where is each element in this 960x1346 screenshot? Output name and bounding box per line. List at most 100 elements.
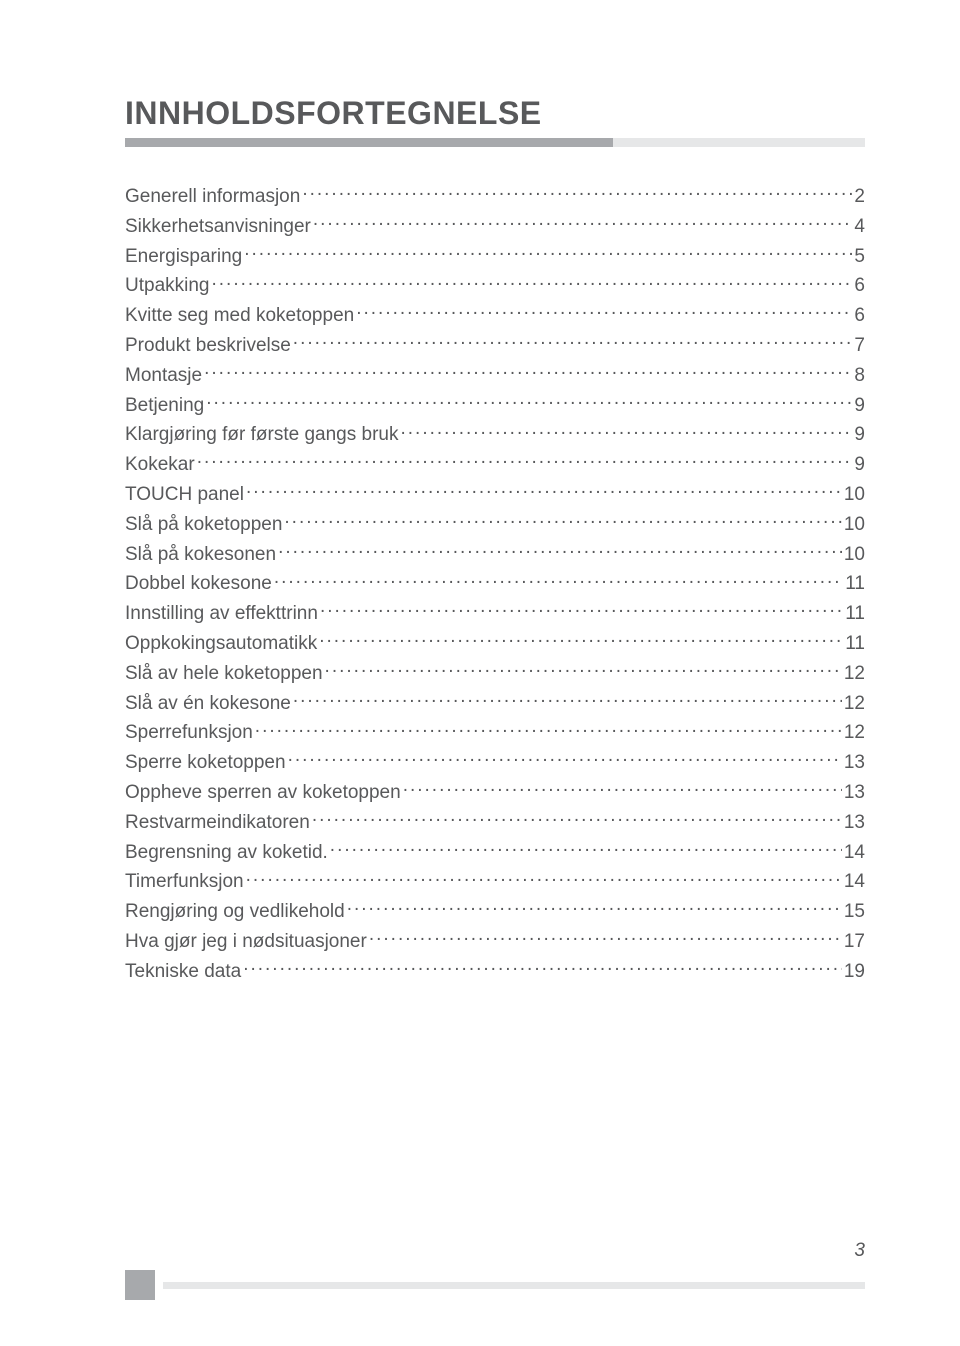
footer-bar [163, 1282, 865, 1289]
toc-leader-dots [347, 898, 842, 917]
toc-page-number: 9 [854, 454, 865, 477]
toc-row: Betjening9 [125, 392, 865, 418]
toc-row: Oppheve sperren av koketoppen 13 [125, 779, 865, 805]
footer-box-icon [125, 1270, 155, 1300]
toc-leader-dots [255, 719, 842, 738]
toc-page-number: 11 [845, 573, 865, 596]
toc-label: Timerfunksjon [125, 871, 244, 894]
toc-page-number: 12 [844, 722, 865, 745]
toc-label: Sikkerhetsanvisninger [125, 216, 311, 239]
toc-leader-dots [330, 839, 842, 858]
toc-page-number: 14 [844, 842, 865, 865]
toc-label: Innstilling av effekttrinn [125, 603, 318, 626]
toc-label: Kokekar [125, 454, 195, 477]
rule-light [613, 138, 865, 147]
toc-row: Innstilling av effekttrinn 11 [125, 600, 865, 626]
toc-page-number: 6 [854, 275, 865, 298]
toc-label: Utpakking [125, 275, 210, 298]
toc-leader-dots [197, 451, 853, 470]
toc-leader-dots [293, 690, 842, 709]
toc-page-number: 5 [854, 246, 865, 269]
toc-label: Energisparing [125, 246, 242, 269]
toc-leader-dots [356, 302, 852, 321]
toc-row: Timerfunksjon 14 [125, 868, 865, 894]
toc-leader-dots [274, 570, 843, 589]
toc-row: Sikkerhetsanvisninger 4 [125, 213, 865, 239]
toc-page-number: 13 [844, 752, 865, 775]
toc-row: Kokekar 9 [125, 451, 865, 477]
rule-dark [125, 138, 613, 147]
toc-label: Klargjøring før første gangs bruk [125, 424, 398, 447]
toc-leader-dots [302, 183, 852, 202]
toc-label: Generell informasjon [125, 186, 300, 209]
toc-page-number: 15 [844, 901, 865, 924]
toc-leader-dots [403, 779, 842, 798]
toc-page-number: 10 [844, 544, 865, 567]
footer: 3 [125, 1270, 865, 1300]
toc-leader-dots [369, 928, 842, 947]
toc-page-number: 9 [854, 424, 865, 447]
toc-leader-dots [206, 392, 852, 411]
toc-row: Rengjøring og vedlikehold 15 [125, 898, 865, 924]
toc-row: Montasje8 [125, 362, 865, 388]
toc-label: Rengjøring og vedlikehold [125, 901, 345, 924]
table-of-contents: Generell informasjon 2 Sikkerhetsanvisning… [125, 183, 865, 988]
toc-page-number: 9 [854, 395, 865, 418]
toc-leader-dots [319, 630, 843, 649]
toc-page-number: 6 [854, 305, 865, 328]
toc-row: Restvarmeindikatoren 13 [125, 809, 865, 835]
toc-leader-dots [204, 362, 852, 381]
toc-label: TOUCH panel [125, 484, 244, 507]
toc-label: Montasje [125, 365, 202, 388]
toc-label: Oppheve sperren av koketoppen [125, 782, 401, 805]
toc-leader-dots [244, 243, 852, 262]
toc-leader-dots [212, 272, 853, 291]
toc-row: Begrensning av koketid. 14 [125, 839, 865, 865]
toc-page-number: 14 [844, 871, 865, 894]
toc-page-number: 7 [854, 335, 865, 358]
page: INNHOLDSFORTEGNELSE Generell informasjon… [0, 0, 960, 1346]
toc-page-number: 10 [844, 514, 865, 537]
toc-row: Slå på kokesonen 10 [125, 541, 865, 567]
toc-leader-dots [325, 660, 842, 679]
toc-row: Hva gjør jeg i nødsituasjoner17 [125, 928, 865, 954]
page-title: INNHOLDSFORTEGNELSE [125, 95, 865, 132]
toc-leader-dots [243, 958, 842, 977]
toc-row: Energisparing 5 [125, 243, 865, 269]
toc-page-number: 12 [844, 693, 865, 716]
toc-label: Slå av hele koketoppen [125, 663, 323, 686]
toc-page-number: 10 [844, 484, 865, 507]
toc-label: Slå av én kokesone [125, 693, 291, 716]
toc-row: Oppkokingsautomatikk11 [125, 630, 865, 656]
toc-leader-dots [313, 213, 853, 232]
toc-page-number: 17 [844, 931, 865, 954]
page-number: 3 [854, 1240, 865, 1262]
toc-row: TOUCH panel 10 [125, 481, 865, 507]
toc-page-number: 13 [844, 782, 865, 805]
toc-leader-dots [284, 511, 841, 530]
toc-label: Begrensning av koketid. [125, 842, 328, 865]
toc-page-number: 4 [854, 216, 865, 239]
toc-leader-dots [246, 868, 842, 887]
toc-row: Sperre koketoppen 13 [125, 749, 865, 775]
toc-leader-dots [293, 332, 853, 351]
toc-page-number: 11 [845, 603, 865, 626]
toc-label: Produkt beskrivelse [125, 335, 291, 358]
toc-label: Kvitte seg med koketoppen [125, 305, 354, 328]
toc-row: Generell informasjon 2 [125, 183, 865, 209]
toc-label: Restvarmeindikatoren [125, 812, 310, 835]
toc-leader-dots [312, 809, 842, 828]
toc-leader-dots [320, 600, 843, 619]
toc-label: Sperre koketoppen [125, 752, 286, 775]
toc-row: Kvitte seg med koketoppen 6 [125, 302, 865, 328]
toc-page-number: 13 [844, 812, 865, 835]
toc-row: Sperrefunksjon 12 [125, 719, 865, 745]
toc-row: Slå av hele koketoppen 12 [125, 660, 865, 686]
toc-label: Dobbel kokesone [125, 573, 272, 596]
toc-label: Slå på kokesonen [125, 544, 276, 567]
toc-page-number: 2 [854, 186, 865, 209]
toc-row: Slå av én kokesone 12 [125, 690, 865, 716]
toc-label: Sperrefunksjon [125, 722, 253, 745]
toc-leader-dots [400, 421, 852, 440]
toc-leader-dots [246, 481, 842, 500]
